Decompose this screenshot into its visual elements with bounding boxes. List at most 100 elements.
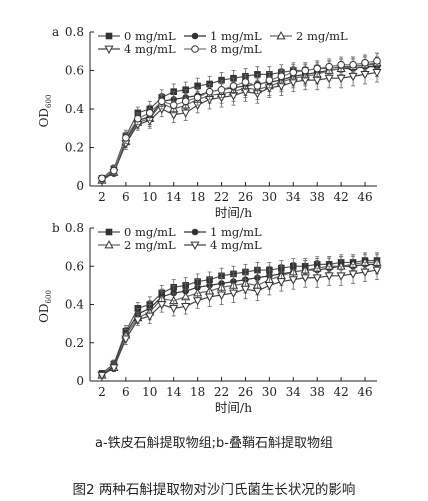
data-point — [300, 274, 310, 283]
data-point — [229, 82, 238, 90]
legend-marker — [276, 31, 286, 40]
x-tick-label: 46 — [357, 385, 372, 399]
legend: 0 mg/mL 1 mg/mL 2 mg/mL 4 mg/mL 8 mg/mL — [98, 29, 348, 56]
legend-label: 2 mg/mL — [296, 29, 348, 43]
data-point — [121, 335, 131, 344]
data-point — [372, 69, 382, 78]
data-point — [325, 62, 333, 71]
data-point — [324, 272, 334, 281]
legend-marker — [105, 228, 113, 236]
legend-marker — [190, 241, 200, 250]
x-tick-label: 2 — [98, 385, 106, 399]
legend-label: 1 mg/mL — [210, 225, 262, 239]
x-tick-label: 34 — [286, 385, 302, 399]
series-line — [101, 259, 377, 374]
data-point — [122, 134, 130, 142]
x-tick-label: 42 — [333, 190, 348, 204]
legend-label: 4 mg/mL — [124, 42, 176, 56]
x-tick-label: 38 — [310, 190, 325, 204]
x-tick-label: 2 — [98, 190, 106, 204]
y-tick-label: 0.8 — [65, 221, 84, 235]
data-point — [360, 268, 370, 277]
x-tick-label: 14 — [166, 385, 182, 399]
legend-marker — [191, 45, 199, 53]
series-8-mg-mL — [98, 52, 381, 183]
data-point — [312, 274, 322, 283]
data-point — [181, 109, 191, 118]
x-tick-label: 18 — [190, 385, 205, 399]
data-point — [145, 109, 154, 117]
data-point — [253, 82, 262, 90]
x-tick-label: 22 — [214, 385, 229, 399]
x-tick-label: 14 — [166, 190, 182, 204]
data-point — [349, 60, 357, 69]
legend-label: 8 mg/mL — [210, 42, 262, 56]
y-tick-label: 0.2 — [65, 336, 84, 350]
panel-label: a — [52, 25, 59, 39]
x-tick-label: 30 — [262, 385, 277, 399]
x-tick-label: 22 — [214, 190, 229, 204]
data-point — [313, 64, 322, 73]
legend-marker — [104, 240, 114, 249]
series-4-mg-mL — [97, 260, 382, 381]
data-point — [373, 57, 381, 65]
data-point — [217, 85, 226, 94]
data-point — [169, 101, 178, 109]
y-tick-label: 0.6 — [65, 64, 84, 78]
data-point — [181, 303, 191, 312]
y-tick-label: 0 — [76, 179, 84, 193]
data-point — [264, 281, 274, 291]
legend-label: 2 mg/mL — [124, 238, 176, 252]
y-tick-label: 0 — [76, 374, 84, 388]
data-point — [277, 72, 286, 81]
y-tick-label: 0.2 — [65, 141, 84, 155]
x-tick-label: 42 — [333, 385, 348, 399]
panel-b-chart: b00.20.40.60.82 6 10 14 18 22 26 30 34 38 42 46时间/h… — [37, 221, 382, 415]
data-point — [336, 74, 346, 84]
legend-marker — [105, 32, 113, 40]
data-point — [193, 93, 202, 102]
data-point — [228, 289, 239, 298]
data-point — [265, 76, 274, 84]
panel-label: b — [52, 221, 60, 235]
subfigure-caption: a-铁皮石斛提取物组;b-叠鞘石斛提取物组 — [95, 436, 333, 451]
series-line — [101, 263, 377, 376]
x-tick-label: 6 — [122, 190, 130, 204]
data-point — [361, 59, 369, 67]
legend-label: 0 mg/mL — [124, 29, 176, 43]
x-tick-label: 18 — [190, 190, 205, 204]
legend-marker — [191, 32, 199, 40]
legend-label: 0 mg/mL — [124, 225, 176, 239]
data-point — [348, 270, 358, 279]
y-axis-label: OD600 — [37, 95, 53, 128]
data-point — [252, 287, 262, 297]
data-point — [109, 364, 119, 373]
x-tick-label: 26 — [238, 385, 253, 399]
legend-marker — [104, 45, 114, 54]
data-point — [241, 78, 250, 86]
data-point — [110, 166, 118, 175]
data-point — [205, 293, 215, 302]
series-line — [101, 64, 377, 179]
data-point — [301, 66, 310, 75]
data-point — [348, 72, 358, 82]
data-point — [360, 70, 370, 80]
data-point — [157, 97, 166, 106]
data-point — [98, 174, 106, 183]
data-point — [194, 82, 201, 90]
data-point — [336, 272, 346, 281]
data-point — [134, 114, 142, 123]
data-point — [324, 74, 334, 84]
legend-marker — [191, 228, 199, 236]
legend-label: 4 mg/mL — [210, 238, 262, 252]
legend: 0 mg/mL 1 mg/mL 2 mg/mL 4 mg/mL — [98, 225, 262, 252]
data-point — [372, 266, 382, 276]
y-tick-label: 0.4 — [65, 298, 84, 312]
y-tick-label: 0.6 — [65, 259, 84, 273]
x-tick-label: 34 — [286, 190, 302, 204]
y-axis-label: OD600 — [37, 290, 53, 323]
y-tick-label: 0.8 — [65, 25, 84, 39]
series-line — [101, 71, 378, 181]
data-point — [312, 76, 322, 86]
